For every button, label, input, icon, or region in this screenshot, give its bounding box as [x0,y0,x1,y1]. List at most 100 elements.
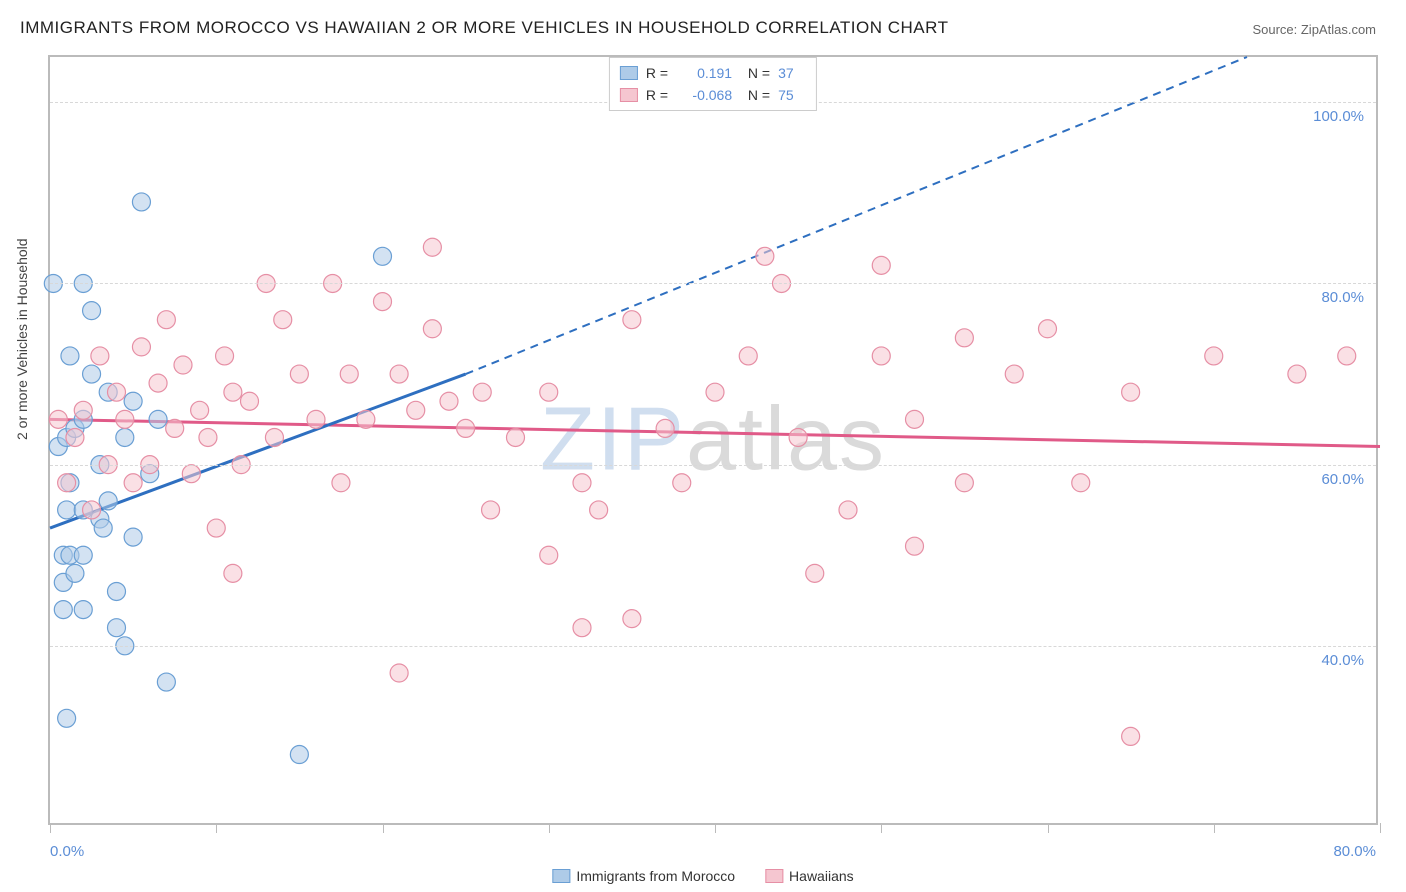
legend-row-2: R = -0.068 N = 75 [620,84,806,106]
data-point [124,474,142,492]
data-point [290,746,308,764]
n-value-2: 75 [778,84,806,106]
data-point [955,474,973,492]
data-point [66,428,84,446]
data-point [340,365,358,383]
x-tick [216,823,217,833]
data-point [94,519,112,537]
data-point [149,374,167,392]
data-point [124,392,142,410]
data-point [74,546,92,564]
data-point [58,709,76,727]
data-point [789,428,807,446]
data-point [58,501,76,519]
swatch-hawaiians-bottom [765,869,783,883]
data-point [423,320,441,338]
data-point [157,311,175,329]
data-point [157,673,175,691]
data-point [174,356,192,374]
data-point [91,347,109,365]
data-point [656,419,674,437]
data-point [99,492,117,510]
data-point [573,619,591,637]
data-point [54,601,72,619]
data-point [706,383,724,401]
x-tick [1214,823,1215,833]
data-point [132,193,150,211]
data-point [83,302,101,320]
data-point [108,582,126,600]
data-point [1039,320,1057,338]
chart-plot-area: ZIPatlas R = 0.191 N = 37 R = -0.068 N =… [48,55,1378,825]
swatch-hawaiians [620,88,638,102]
x-tick [1048,823,1049,833]
data-point [124,528,142,546]
data-point [590,501,608,519]
data-point [906,410,924,428]
trendline-hawaiians [50,419,1380,446]
x-tick [383,823,384,833]
x-tick [881,823,882,833]
data-point [374,247,392,265]
gridline [50,283,1376,284]
data-point [806,564,824,582]
gridline [50,646,1376,647]
data-point [132,338,150,356]
scatter-svg [50,57,1376,823]
data-point [573,474,591,492]
series-legend: Immigrants from Morocco Hawaiians [552,868,853,884]
data-point [108,619,126,637]
data-point [166,419,184,437]
data-point [74,601,92,619]
y-axis-label: 2 or more Vehicles in Household [14,238,30,440]
x-tick [715,823,716,833]
data-point [116,410,134,428]
legend-row-1: R = 0.191 N = 37 [620,62,806,84]
data-point [224,564,242,582]
trendline-morocco-dash [466,57,1247,374]
data-point [58,474,76,492]
swatch-morocco-bottom [552,869,570,883]
data-point [839,501,857,519]
data-point [739,347,757,365]
data-point [1205,347,1223,365]
x-tick [549,823,550,833]
n-value-1: 37 [778,62,806,84]
data-point [756,247,774,265]
r-label-2: R = [646,84,668,106]
data-point [1122,383,1140,401]
data-point [108,383,126,401]
data-point [540,383,558,401]
r-label-1: R = [646,62,668,84]
data-point [390,664,408,682]
data-point [116,428,134,446]
data-point [332,474,350,492]
x-tick [50,823,51,833]
data-point [191,401,209,419]
data-point [241,392,259,410]
n-label-1: N = [740,62,770,84]
legend-label-hawaiians: Hawaiians [789,868,854,884]
data-point [457,419,475,437]
data-point [906,537,924,555]
data-point [872,256,890,274]
data-point [374,293,392,311]
data-point [49,410,67,428]
source-attribution: Source: ZipAtlas.com [1252,22,1376,37]
data-point [623,610,641,628]
x-tick-label-min: 0.0% [50,843,84,860]
chart-title: IMMIGRANTS FROM MOROCCO VS HAWAIIAN 2 OR… [20,18,948,38]
legend-item-morocco: Immigrants from Morocco [552,868,735,884]
data-point [265,428,283,446]
y-tick-label: 80.0% [1321,289,1364,306]
data-point [440,392,458,410]
data-point [507,428,525,446]
correlation-legend: R = 0.191 N = 37 R = -0.068 N = 75 [609,57,817,111]
data-point [199,428,217,446]
r-value-1: 0.191 [676,62,732,84]
r-value-2: -0.068 [676,84,732,106]
x-tick-label-max: 80.0% [1333,843,1376,860]
data-point [623,311,641,329]
data-point [1288,365,1306,383]
y-tick-label: 100.0% [1313,108,1364,125]
